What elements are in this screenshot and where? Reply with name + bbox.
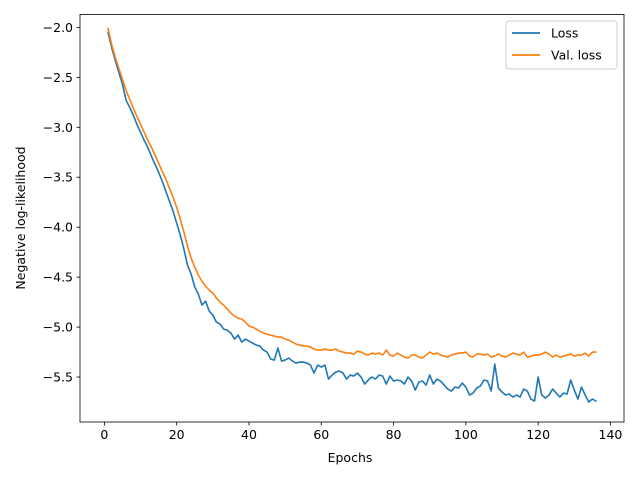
x-tick-label: 100 bbox=[454, 427, 478, 442]
y-tick-label: −5.0 bbox=[43, 320, 73, 335]
x-tick-label: 80 bbox=[386, 427, 402, 442]
series-line-val-loss bbox=[107, 27, 597, 359]
y-tick-label: −2.5 bbox=[43, 70, 73, 85]
y-tick-label: −4.0 bbox=[43, 220, 73, 235]
y-tick-label: −4.5 bbox=[43, 270, 73, 285]
x-tick-label: 40 bbox=[241, 427, 257, 442]
x-tick-label: 140 bbox=[599, 427, 623, 442]
x-axis-label: Epochs bbox=[328, 450, 373, 465]
axes-frame bbox=[79, 13, 625, 423]
y-tick-label: −5.5 bbox=[43, 370, 73, 385]
x-axis: 0 20 40 60 80 100 120 140 bbox=[100, 422, 622, 442]
y-axis-label: Negative log-likelihood bbox=[13, 146, 28, 289]
plot-area bbox=[107, 27, 597, 403]
y-tick-label: −2.0 bbox=[43, 20, 73, 35]
y-axis: −2.0 −2.5 −3.0 −3.5 −4.0 −4.5 −5.0 −5.5 bbox=[43, 20, 80, 385]
series-line-loss bbox=[107, 31, 597, 403]
y-tick-label: −3.0 bbox=[43, 120, 73, 135]
x-tick-label: 0 bbox=[100, 427, 108, 442]
legend-label-loss: Loss bbox=[551, 26, 578, 41]
legend: Loss Val. loss bbox=[505, 20, 618, 70]
x-tick-label: 120 bbox=[526, 427, 550, 442]
x-tick-label: 60 bbox=[313, 427, 329, 442]
legend-label-val-loss: Val. loss bbox=[551, 48, 602, 63]
y-tick-label: −3.5 bbox=[43, 170, 73, 185]
x-tick-label: 20 bbox=[169, 427, 185, 442]
